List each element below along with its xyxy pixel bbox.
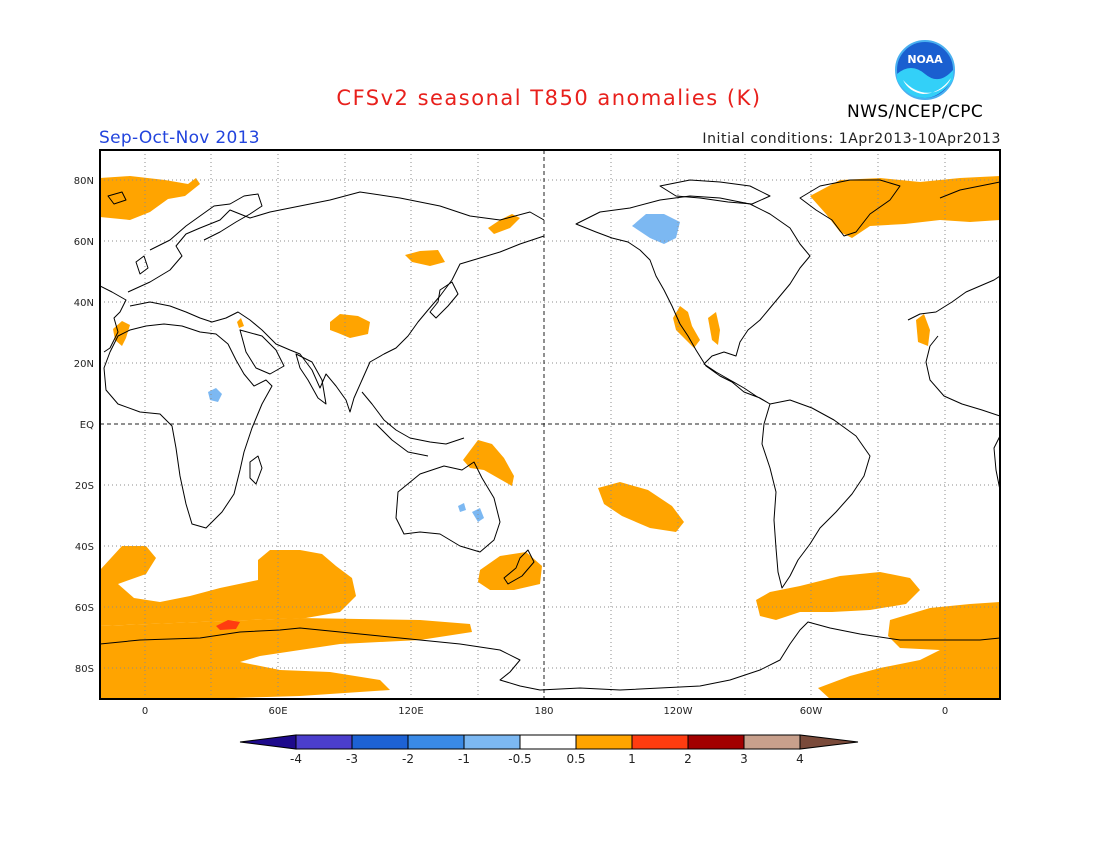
lat-label: 80S	[75, 664, 94, 675]
lon-label: 0	[142, 706, 148, 717]
map-frame	[99, 149, 1001, 700]
colorbar-label: -2	[402, 752, 414, 766]
colorbar-label: 3	[740, 752, 748, 766]
warm-anomaly-region	[463, 440, 514, 486]
colorbar-label: 1	[628, 752, 636, 766]
colorbar-swatch	[295, 734, 353, 750]
coastline-japan	[429, 281, 459, 319]
colorbar-label: 0.5	[566, 752, 585, 766]
agency-label: NWS/NCEP/CPC	[847, 102, 984, 122]
lon-label: 120E	[398, 706, 423, 717]
coastline-antarctica	[100, 621, 1000, 691]
colorbar-label: 4	[796, 752, 804, 766]
warm-anomaly-region	[405, 250, 445, 266]
coastline-india	[295, 353, 327, 405]
title-text: CFSv2 seasonal T850 anomalies (K)	[336, 86, 762, 110]
colorbar-swatch	[687, 734, 745, 750]
lon-label: 120W	[664, 706, 693, 717]
colorbar-swatch	[631, 734, 689, 750]
lon-label: 60E	[268, 706, 287, 717]
lat-label: 60N	[74, 237, 94, 248]
colorbar-cap-high	[799, 734, 859, 750]
warm-anomaly-region	[330, 314, 370, 338]
cool-anomaly-region	[632, 214, 680, 244]
latitude-labels: 80N 60N 40N 20N EQ 20S 40S 60S 80S	[74, 176, 94, 675]
warm-anomaly-regions	[100, 176, 1000, 699]
colorbar-swatch	[519, 734, 577, 750]
colorbar	[239, 734, 859, 750]
map-area	[100, 150, 1000, 699]
lat-label: 20S	[75, 481, 94, 492]
warm-anomaly-region	[100, 176, 200, 220]
lat-label: 80N	[74, 176, 94, 187]
coastline-madagascar	[249, 455, 263, 485]
colorbar-cap-low	[239, 734, 297, 750]
colorbar-swatch	[463, 734, 521, 750]
hot-anomaly-regions	[216, 620, 240, 630]
colorbar-label: -3	[346, 752, 358, 766]
coastline-australia	[395, 461, 501, 553]
lat-label: 60S	[75, 603, 94, 614]
cool-anomaly-regions	[208, 214, 680, 522]
warm-anomaly-region	[916, 314, 930, 346]
lat-label: 20N	[74, 359, 94, 370]
warm-anomaly-region	[708, 312, 720, 345]
colorbar-label: 2	[684, 752, 692, 766]
colorbar-swatch	[575, 734, 633, 750]
coastline-africa	[103, 323, 273, 529]
lat-label: 40N	[74, 298, 94, 309]
warm-anomaly-region	[488, 214, 520, 234]
warm-anomaly-region	[237, 318, 244, 328]
cool-anomaly-region	[458, 503, 466, 512]
warm-anomaly-region	[818, 602, 1000, 699]
coastline-south-america	[761, 399, 871, 589]
warm-anomaly-region	[100, 546, 356, 626]
coastline-greenland	[799, 179, 901, 237]
coastline-arabia	[239, 329, 285, 375]
cool-anomaly-region	[208, 388, 222, 402]
warm-anomaly-region	[450, 624, 456, 630]
lon-label: 60W	[800, 706, 823, 717]
lon-label: 180	[534, 706, 553, 717]
warm-anomaly-region	[810, 176, 1000, 238]
colorbar-label: -4	[290, 752, 302, 766]
lon-label: 0	[942, 706, 948, 717]
coastline-eurasia	[100, 191, 545, 413]
hot-anomaly-region	[216, 620, 240, 630]
lat-label: EQ	[80, 420, 94, 431]
reference-lines	[100, 150, 1000, 699]
coastline-uk	[135, 255, 149, 275]
coastline-southeast-asia	[361, 391, 465, 457]
lat-label: 40S	[75, 542, 94, 553]
warm-anomaly-region	[478, 552, 542, 590]
season-label: Sep-Oct-Nov 2013	[99, 128, 260, 148]
warm-anomaly-region	[113, 321, 130, 346]
colorbar-label: -1	[458, 752, 470, 766]
colorbar-swatch	[351, 734, 409, 750]
coastline-europe-west	[907, 275, 1000, 321]
svg-text:NOAA: NOAA	[907, 53, 943, 66]
colorbar-labels: -4 -3 -2 -1 -0.5 0.5 1 2 3 4	[290, 752, 804, 766]
coastline-africa-west	[925, 335, 1000, 491]
colorbar-label: -0.5	[508, 752, 531, 766]
noaa-logo: NOAA	[895, 40, 955, 100]
coastline-north-america	[575, 195, 811, 405]
warm-anomaly-region	[100, 618, 472, 699]
colorbar-swatch	[407, 734, 465, 750]
coastline-new-zealand	[503, 549, 535, 585]
coastline-iceland	[107, 191, 127, 205]
longitude-labels: 0 60E 120E 180 120W 60W 0	[142, 706, 948, 717]
initial-conditions-label: Initial conditions: 1Apr2013-10Apr2013	[702, 131, 1001, 147]
colorbar-swatch	[743, 734, 801, 750]
warm-anomaly-region	[673, 306, 700, 348]
warm-anomaly-region	[756, 572, 920, 620]
coastlines	[100, 179, 1000, 691]
warm-anomaly-region	[598, 482, 684, 532]
coastline-arctic-islands	[659, 179, 1000, 205]
map-title: CFSv2 seasonal T850 anomalies (K)	[0, 86, 1100, 110]
coastline-europe-north	[149, 193, 263, 251]
